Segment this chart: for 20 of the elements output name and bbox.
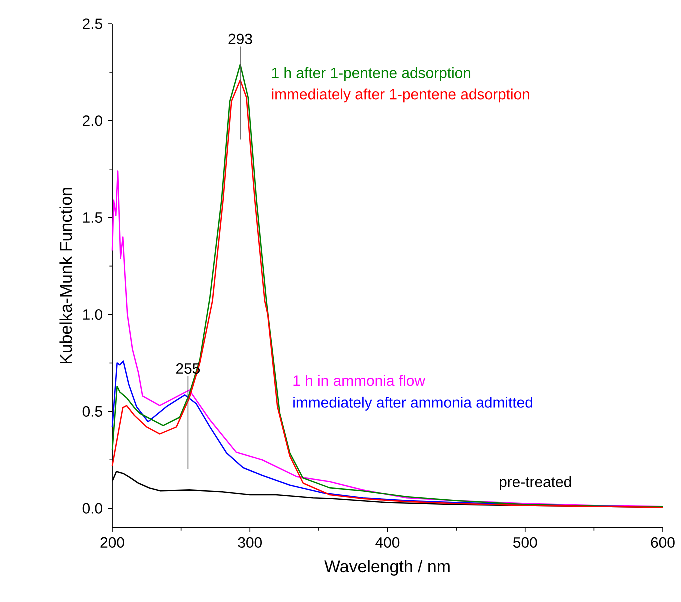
series-label: immediately after 1-pentene adsorption xyxy=(272,88,530,103)
line-series xyxy=(112,170,664,508)
y-tick-label: 1.0 xyxy=(83,309,102,320)
y-tick-label: 2.5 xyxy=(83,18,102,30)
text: immediately after ammonia admitted xyxy=(294,396,532,411)
y-tick-label: 2.0 xyxy=(83,116,102,126)
x-tick-label: 300 xyxy=(238,537,262,548)
series-label: pre-treated xyxy=(500,476,572,490)
x-tick-label: 500 xyxy=(514,537,538,548)
series-label: 1 h after 1-pentene adsorption xyxy=(272,67,471,82)
annotation: 293 xyxy=(228,34,252,44)
y-axis-title: Kubelka-Munk Function xyxy=(60,188,72,364)
text: 1 h in ammonia flow xyxy=(294,375,426,386)
x-tick-label: 400 xyxy=(376,537,400,548)
x-tick-label: 600 xyxy=(651,537,675,548)
y-tick-label: 0.5 xyxy=(82,406,102,417)
x-tick-label: 200 xyxy=(100,537,124,548)
y-tick-label: 0.0 xyxy=(82,503,102,514)
x-axis-title: Wavelength / nm xyxy=(324,560,450,576)
y-tick-label: 1.5 xyxy=(83,212,102,224)
